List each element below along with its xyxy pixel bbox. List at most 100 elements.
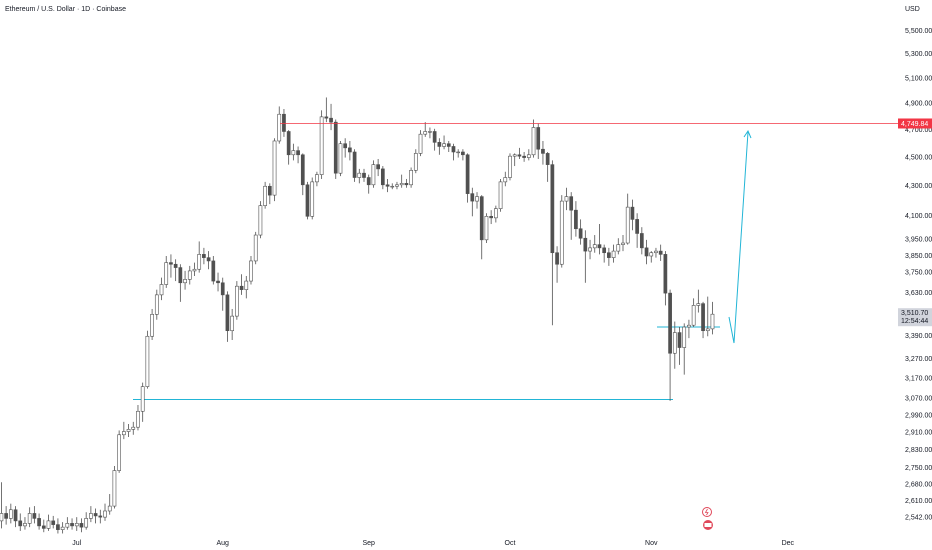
x-tick-label: Aug	[217, 540, 230, 547]
y-tick-label: 3,630.00	[905, 290, 932, 297]
candle-body	[494, 208, 498, 219]
candle-body	[418, 133, 423, 154]
candle-body	[267, 185, 272, 196]
candle-body	[216, 280, 220, 284]
candle-body	[362, 172, 366, 178]
candle-body	[126, 429, 131, 432]
candle-body	[569, 196, 574, 211]
y-tick-label: 3,850.00	[905, 253, 932, 260]
candle-body	[376, 164, 380, 170]
candle-body	[183, 279, 187, 284]
candle-body	[249, 260, 253, 282]
candle-body	[687, 324, 691, 328]
candle-body	[437, 142, 442, 147]
candle-body	[536, 127, 541, 150]
candle-body	[333, 121, 338, 174]
candle-body	[319, 116, 324, 175]
candle-body	[677, 332, 682, 348]
candle-body	[0, 513, 4, 522]
candle-body	[423, 131, 428, 135]
price-label-box	[898, 308, 932, 327]
candle-body	[18, 520, 23, 527]
candle-body	[60, 526, 65, 530]
candle-body	[220, 282, 225, 296]
countdown-label: 12:54:44	[901, 318, 928, 325]
candle-body	[644, 247, 649, 257]
candle-body	[672, 332, 677, 354]
x-tick-label: Jul	[72, 540, 81, 547]
candle-body	[428, 131, 432, 133]
candle-body	[442, 143, 446, 147]
candle-body	[630, 206, 635, 220]
candle-body	[658, 250, 663, 255]
candle-body	[456, 151, 461, 154]
candle-body	[409, 170, 413, 186]
candle-body	[531, 127, 536, 156]
y-tick-label: 2,750.00	[905, 465, 932, 472]
y-tick-label: 2,542.00	[905, 515, 932, 522]
candle-body	[211, 260, 216, 282]
candle-body	[169, 262, 173, 265]
candle-body	[654, 250, 658, 254]
candle-body	[197, 254, 202, 270]
candle-body	[668, 292, 672, 354]
y-tick-label: 5,500.00	[905, 28, 932, 35]
candle-body	[286, 131, 291, 156]
candle-body	[300, 154, 305, 186]
y-tick-label: 3,070.00	[905, 396, 932, 403]
projection-arrow	[728, 131, 749, 344]
y-tick-label: 4,900.00	[905, 101, 932, 108]
y-tick-label: 3,170.00	[905, 375, 932, 382]
y-tick-label: 3,750.00	[905, 269, 932, 276]
candle-body	[258, 205, 263, 236]
y-tick-label: 3,390.00	[905, 333, 932, 340]
candle-body	[564, 196, 569, 202]
candle-body	[366, 177, 371, 186]
candle-body	[117, 434, 121, 471]
candle-body	[51, 520, 56, 525]
candle-body	[357, 172, 362, 178]
y-tick-label: 4,500.00	[905, 154, 932, 161]
candle-body	[89, 513, 93, 519]
candle-body	[559, 200, 564, 265]
y-tick-label: 4,300.00	[905, 183, 932, 190]
candle-body	[691, 305, 696, 326]
candle-body	[574, 209, 578, 230]
candle-body	[277, 113, 282, 142]
event-icon-glyph	[704, 523, 712, 527]
candle-body	[555, 252, 559, 265]
y-tick-label: 2,610.00	[905, 498, 932, 505]
candle-body	[310, 181, 315, 217]
candle-body	[489, 216, 494, 219]
candle-body	[93, 513, 98, 517]
candle-body	[635, 219, 639, 234]
candle-body	[484, 216, 489, 241]
price-label: 3,510.70	[901, 310, 928, 317]
candle-body	[597, 244, 602, 249]
candle-body	[79, 523, 84, 528]
candle-body	[173, 263, 178, 268]
candle-body	[235, 285, 239, 317]
y-tick-label: 5,100.00	[905, 75, 932, 82]
y-tick-label: 4,100.00	[905, 213, 932, 220]
chart-title: Ethereum / U.S. Dollar · 1D · Coinbase	[5, 6, 126, 13]
candle-body	[32, 513, 37, 519]
y-tick-label: 4,700.00	[905, 127, 932, 134]
candle-body	[37, 518, 41, 527]
candle-body	[239, 285, 244, 290]
candle-body	[611, 250, 616, 258]
candle-body	[74, 523, 79, 527]
candle-body	[470, 193, 475, 202]
candle-body	[8, 509, 13, 519]
candle-body	[526, 154, 531, 158]
candle-body	[639, 233, 644, 249]
candle-body	[41, 525, 46, 529]
candle-body	[399, 183, 404, 186]
candle-body	[371, 164, 376, 186]
event-icon[interactable]	[702, 507, 712, 517]
y-tick-label: 5,300.00	[905, 51, 932, 58]
candle-body	[131, 426, 136, 430]
candle-body	[56, 524, 60, 530]
candle-body	[380, 168, 385, 186]
candle-body	[107, 505, 112, 512]
